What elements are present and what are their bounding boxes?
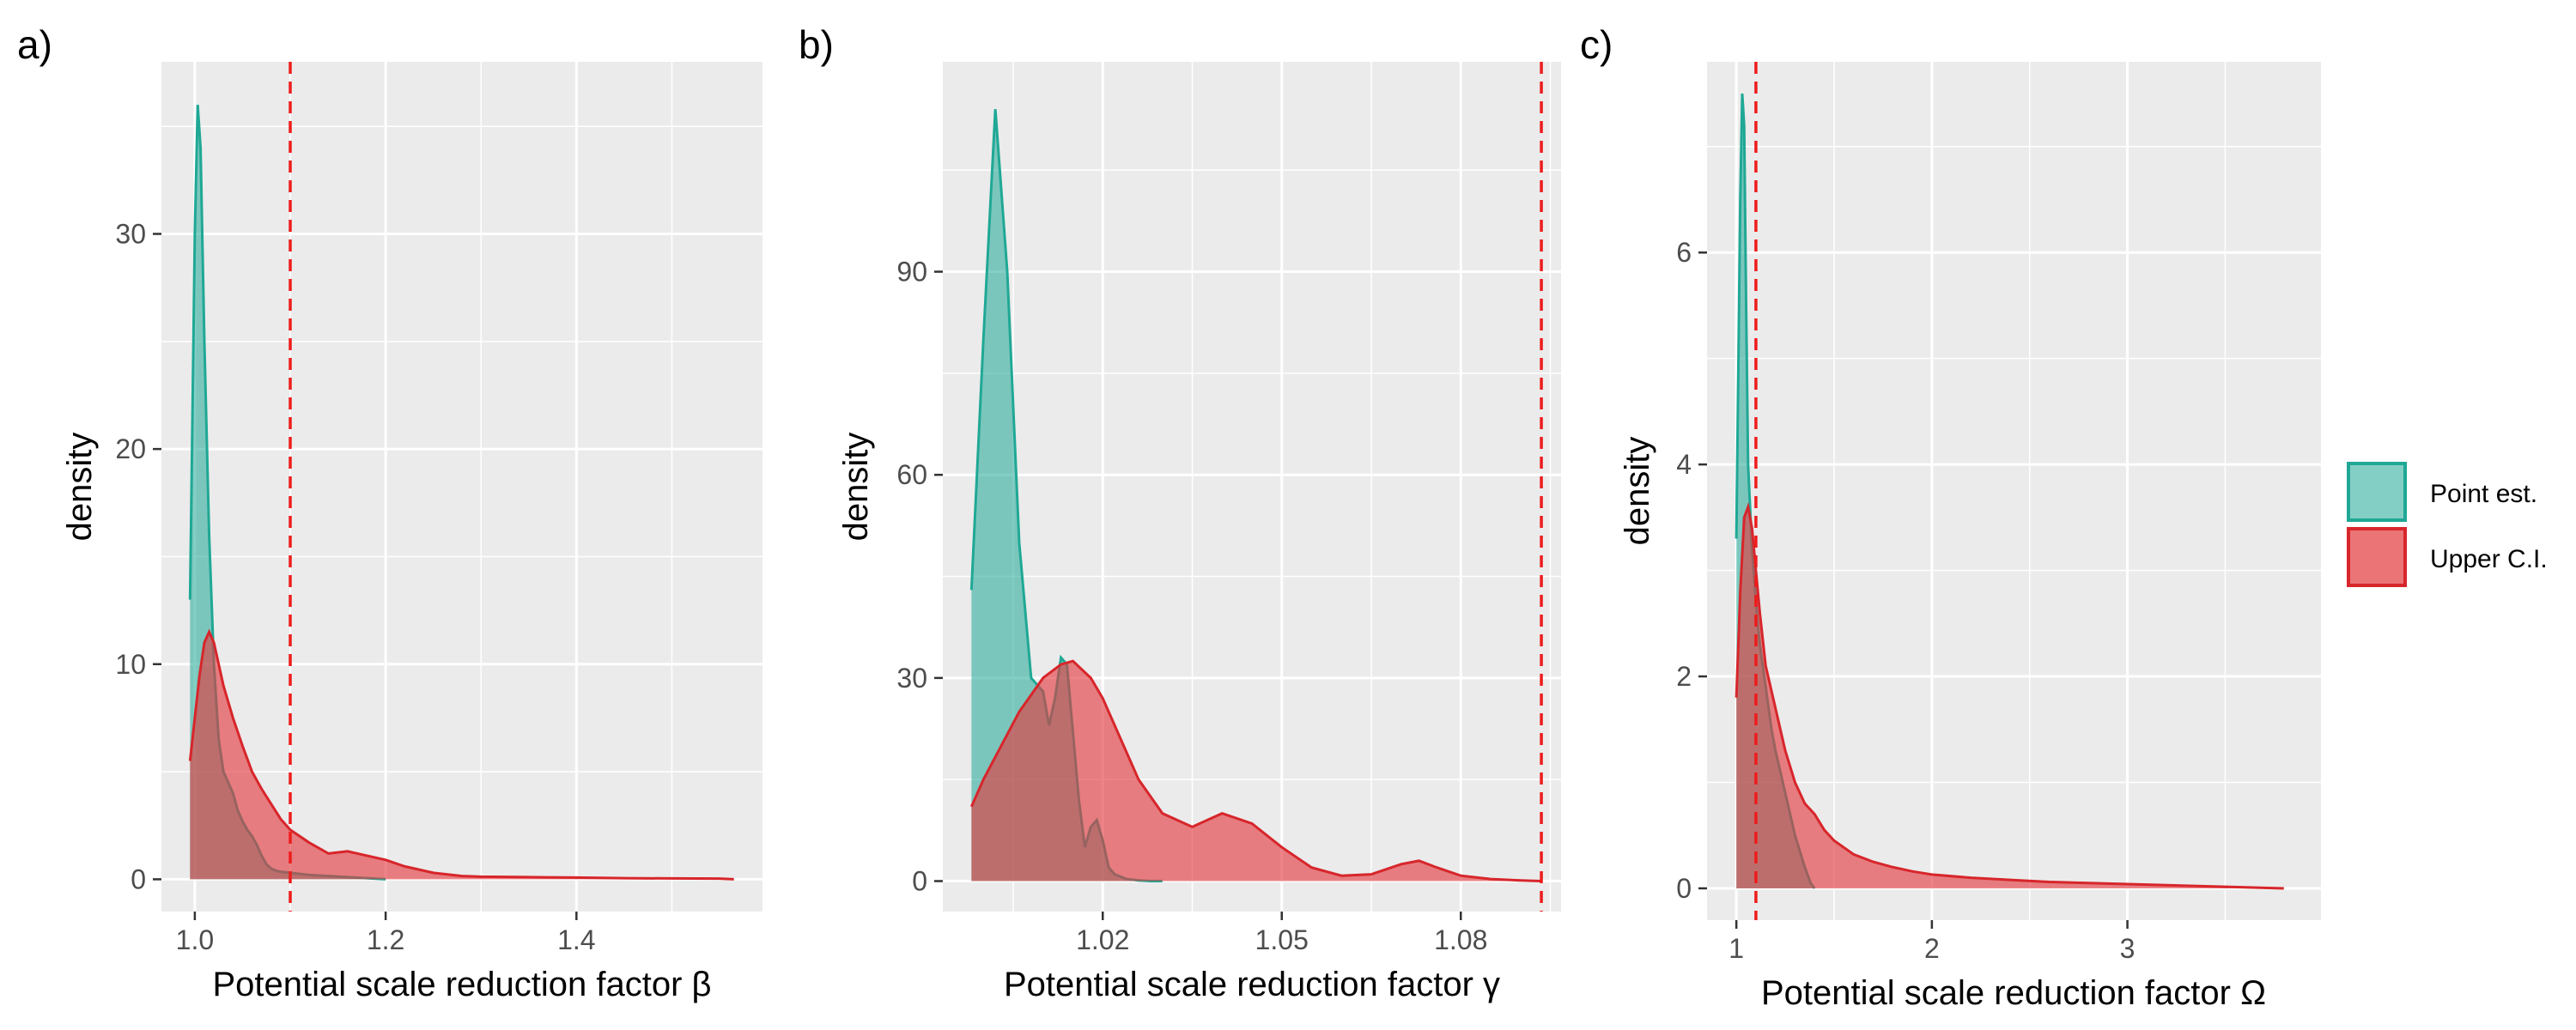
panel-b: b) 0 30 60 90 1.02 1.05 1.08 density Potentia… [799, 22, 1561, 1003]
x-tick-label: 1.08 [1434, 924, 1487, 955]
y-tick-label: 10 [115, 649, 146, 680]
y-tick-label: 0 [131, 863, 146, 894]
x-tick-label: 1.05 [1255, 924, 1309, 955]
y-axis-label: density [61, 433, 99, 542]
panel-tag: c) [1580, 22, 1613, 67]
y-axis-ticks: 0 10 20 30 [115, 219, 161, 894]
density-areas [188, 105, 734, 881]
y-tick-label: 30 [115, 219, 146, 250]
y-axis-label: density [837, 433, 875, 542]
x-axis-ticks: 1.0 1.2 1.4 [176, 912, 596, 955]
panel-c: c) 0 2 4 6 1 2 3 density Potential scale redu… [1580, 22, 2321, 1012]
x-tick-label: 1.4 [557, 924, 595, 955]
panel-tag: b) [799, 22, 834, 67]
x-axis-label: Potential scale reduction factor Ω [1761, 974, 2266, 1012]
point-est-area [971, 109, 1163, 882]
y-tick-label: 6 [1676, 237, 1692, 268]
x-tick-label: 2 [1924, 933, 1940, 964]
legend-label-point-est: Point est. [2430, 480, 2537, 508]
upper-ci-area [1736, 506, 2284, 888]
x-axis-ticks: 1.02 1.05 1.08 [1076, 912, 1487, 955]
y-tick-label: 4 [1676, 449, 1692, 480]
y-tick-label: 20 [115, 433, 146, 464]
y-tick-label: 30 [896, 663, 927, 694]
x-tick-label: 1.2 [367, 924, 404, 955]
y-tick-label: 0 [912, 866, 927, 897]
legend-key-upper-ci [2347, 527, 2407, 587]
upper-ci-outline [969, 659, 1542, 882]
y-axis-label: density [1619, 437, 1656, 546]
x-tick-label: 3 [2120, 933, 2136, 964]
plot-area-background [161, 62, 762, 912]
upper-ci-outline [188, 628, 734, 881]
x-axis-label: Potential scale reduction factor γ [1004, 966, 1500, 1003]
plot-area-background [1707, 62, 2321, 920]
x-tick-label: 1.02 [1076, 924, 1129, 955]
y-axis-ticks: 0 2 4 6 [1676, 237, 1707, 904]
y-axis-ticks: 0 30 60 90 [896, 257, 943, 897]
legend: Point est. Upper C.I. [2347, 462, 2548, 587]
x-axis-ticks: 1 2 3 [1728, 920, 2135, 964]
legend-label-upper-ci: Upper C.I. [2430, 545, 2548, 573]
panel-tag: a) [17, 22, 52, 67]
density-areas [969, 109, 1542, 882]
upper-ci-area [971, 661, 1542, 882]
y-tick-label: 0 [1676, 873, 1692, 904]
x-axis-label: Potential scale reduction factor β [212, 966, 711, 1003]
legend-key-point-est [2347, 462, 2407, 522]
upper-ci-area [190, 632, 734, 880]
panel-a: a) 0 10 20 30 1.0 1.2 1.4 density Potential s… [17, 22, 762, 1003]
y-tick-label: 90 [896, 257, 927, 288]
x-tick-label: 1.0 [176, 924, 214, 955]
x-tick-label: 1 [1728, 933, 1744, 964]
y-tick-label: 2 [1676, 661, 1692, 692]
y-tick-label: 60 [896, 459, 927, 490]
